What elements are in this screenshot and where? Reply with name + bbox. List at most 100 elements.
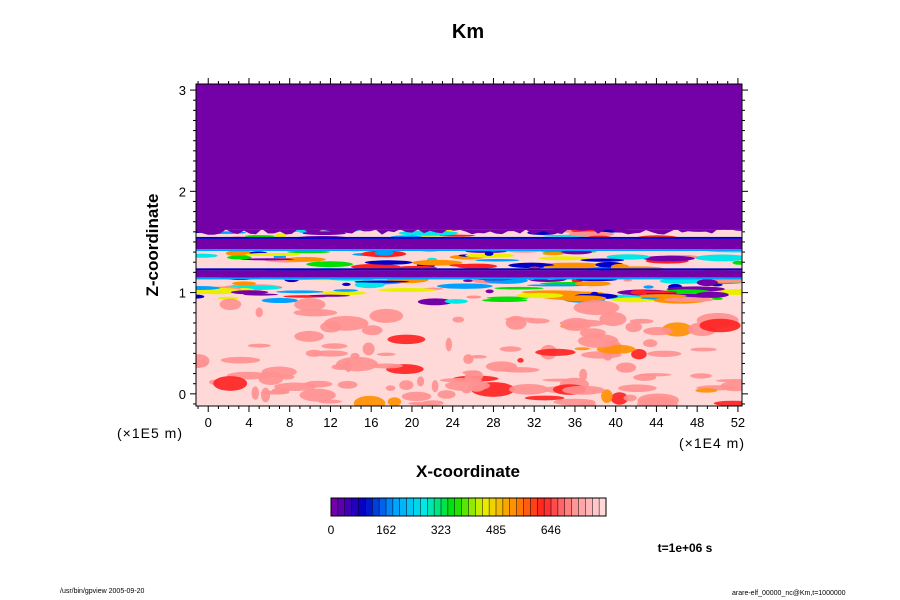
colorbar-swatch — [509, 498, 518, 516]
field-blob — [364, 260, 413, 265]
field-blob — [574, 281, 611, 287]
field-blob — [542, 378, 578, 382]
field-blob — [217, 296, 239, 300]
field-blob — [350, 352, 360, 360]
field-blob — [469, 355, 487, 359]
colorbar-swatch — [337, 498, 346, 516]
field-blob — [354, 280, 410, 283]
field-blob — [635, 290, 678, 294]
colorbar: 0 162 323 485 646 — [328, 497, 607, 537]
time-label: t=1e+06 s — [658, 541, 713, 555]
field-blob — [601, 389, 613, 403]
colorbar-swatch — [461, 498, 470, 516]
field-blob — [690, 373, 712, 379]
field-blob — [633, 373, 657, 381]
x-tick-label: 48 — [690, 415, 704, 430]
x-tick-label: 40 — [608, 415, 622, 430]
field-blob — [481, 298, 528, 302]
colorbar-swatch — [331, 498, 339, 516]
field-blob — [659, 278, 705, 284]
field-blob — [230, 290, 269, 295]
field-blob — [399, 380, 414, 391]
field-blob — [261, 387, 271, 403]
field-blob — [387, 397, 402, 406]
field-blob — [275, 233, 286, 238]
field-blob — [574, 347, 590, 351]
colorbar-swatch — [344, 498, 353, 516]
field-blob — [562, 385, 605, 395]
uniform-region — [196, 84, 742, 230]
field-blob — [445, 337, 453, 352]
field-blob — [320, 321, 342, 333]
field-blob — [437, 390, 456, 399]
x-tick-label: 32 — [527, 415, 541, 430]
field-blob — [308, 294, 350, 297]
colorbar-swatch — [427, 498, 435, 516]
field-blob — [385, 385, 396, 391]
field-blob — [501, 367, 540, 373]
field-blob — [695, 291, 729, 298]
field-blob — [240, 258, 294, 261]
colorbar-swatch — [502, 498, 511, 516]
colorbar-swatch — [434, 498, 442, 516]
low-band — [196, 270, 742, 278]
y-tick-label: 0 — [179, 387, 186, 402]
field-blob — [616, 362, 637, 373]
colorbar-swatch — [585, 498, 593, 516]
field-blob — [317, 399, 342, 404]
low-band-edge — [196, 277, 742, 280]
field-blob — [463, 354, 474, 365]
field-blob — [568, 231, 615, 237]
field-blob — [401, 391, 432, 402]
field-blob — [462, 389, 471, 394]
field-blob — [342, 282, 351, 286]
field-blob — [276, 290, 324, 294]
field-blob — [345, 359, 352, 373]
colorbar-swatch — [447, 498, 456, 516]
colorbar-swatch — [441, 498, 449, 516]
x-tick-label: 44 — [649, 415, 663, 430]
field-blob — [623, 278, 633, 282]
field-blob — [637, 396, 678, 406]
field-blob — [213, 376, 248, 391]
colorbar-swatch — [454, 498, 463, 516]
field-blob — [517, 358, 524, 363]
x-tick-label: 24 — [445, 415, 459, 430]
colorbar-swatch — [544, 498, 552, 516]
field-blob — [351, 263, 401, 270]
field-blob — [436, 283, 493, 289]
field-blob — [422, 400, 444, 406]
colorbar-swatch — [557, 498, 566, 516]
field-blob — [579, 368, 588, 382]
field-blob — [463, 279, 473, 282]
colorbar-tick-label: 485 — [486, 523, 506, 537]
x-tick-label: 28 — [486, 415, 500, 430]
field-blob — [508, 383, 549, 395]
field-blob — [299, 388, 336, 402]
field-blob — [646, 350, 682, 357]
x-tick-label: 52 — [731, 415, 745, 430]
field-blob — [631, 349, 647, 360]
field-blob — [732, 260, 742, 265]
field-blob — [370, 363, 403, 369]
field-blob — [444, 299, 468, 304]
field-blob — [625, 322, 643, 333]
field-blob — [663, 297, 715, 302]
colorbar-frame — [330, 497, 607, 517]
field-blob — [374, 250, 394, 256]
field-blob — [696, 279, 718, 287]
field-blob — [508, 262, 555, 269]
colorbar-swatch — [475, 498, 483, 516]
colorbar-swatch — [468, 498, 476, 516]
field-blob — [527, 284, 588, 287]
y-tick-label: 1 — [179, 286, 186, 301]
field-blob — [557, 295, 607, 302]
field-blob — [695, 254, 742, 262]
colorbar-tick-label: 162 — [376, 523, 396, 537]
field-blob — [526, 318, 550, 324]
field-blob — [610, 392, 629, 405]
x-tick-label: 0 — [205, 415, 212, 430]
field-blob — [643, 327, 673, 336]
field-blob — [573, 300, 620, 316]
field-blob — [643, 339, 658, 348]
